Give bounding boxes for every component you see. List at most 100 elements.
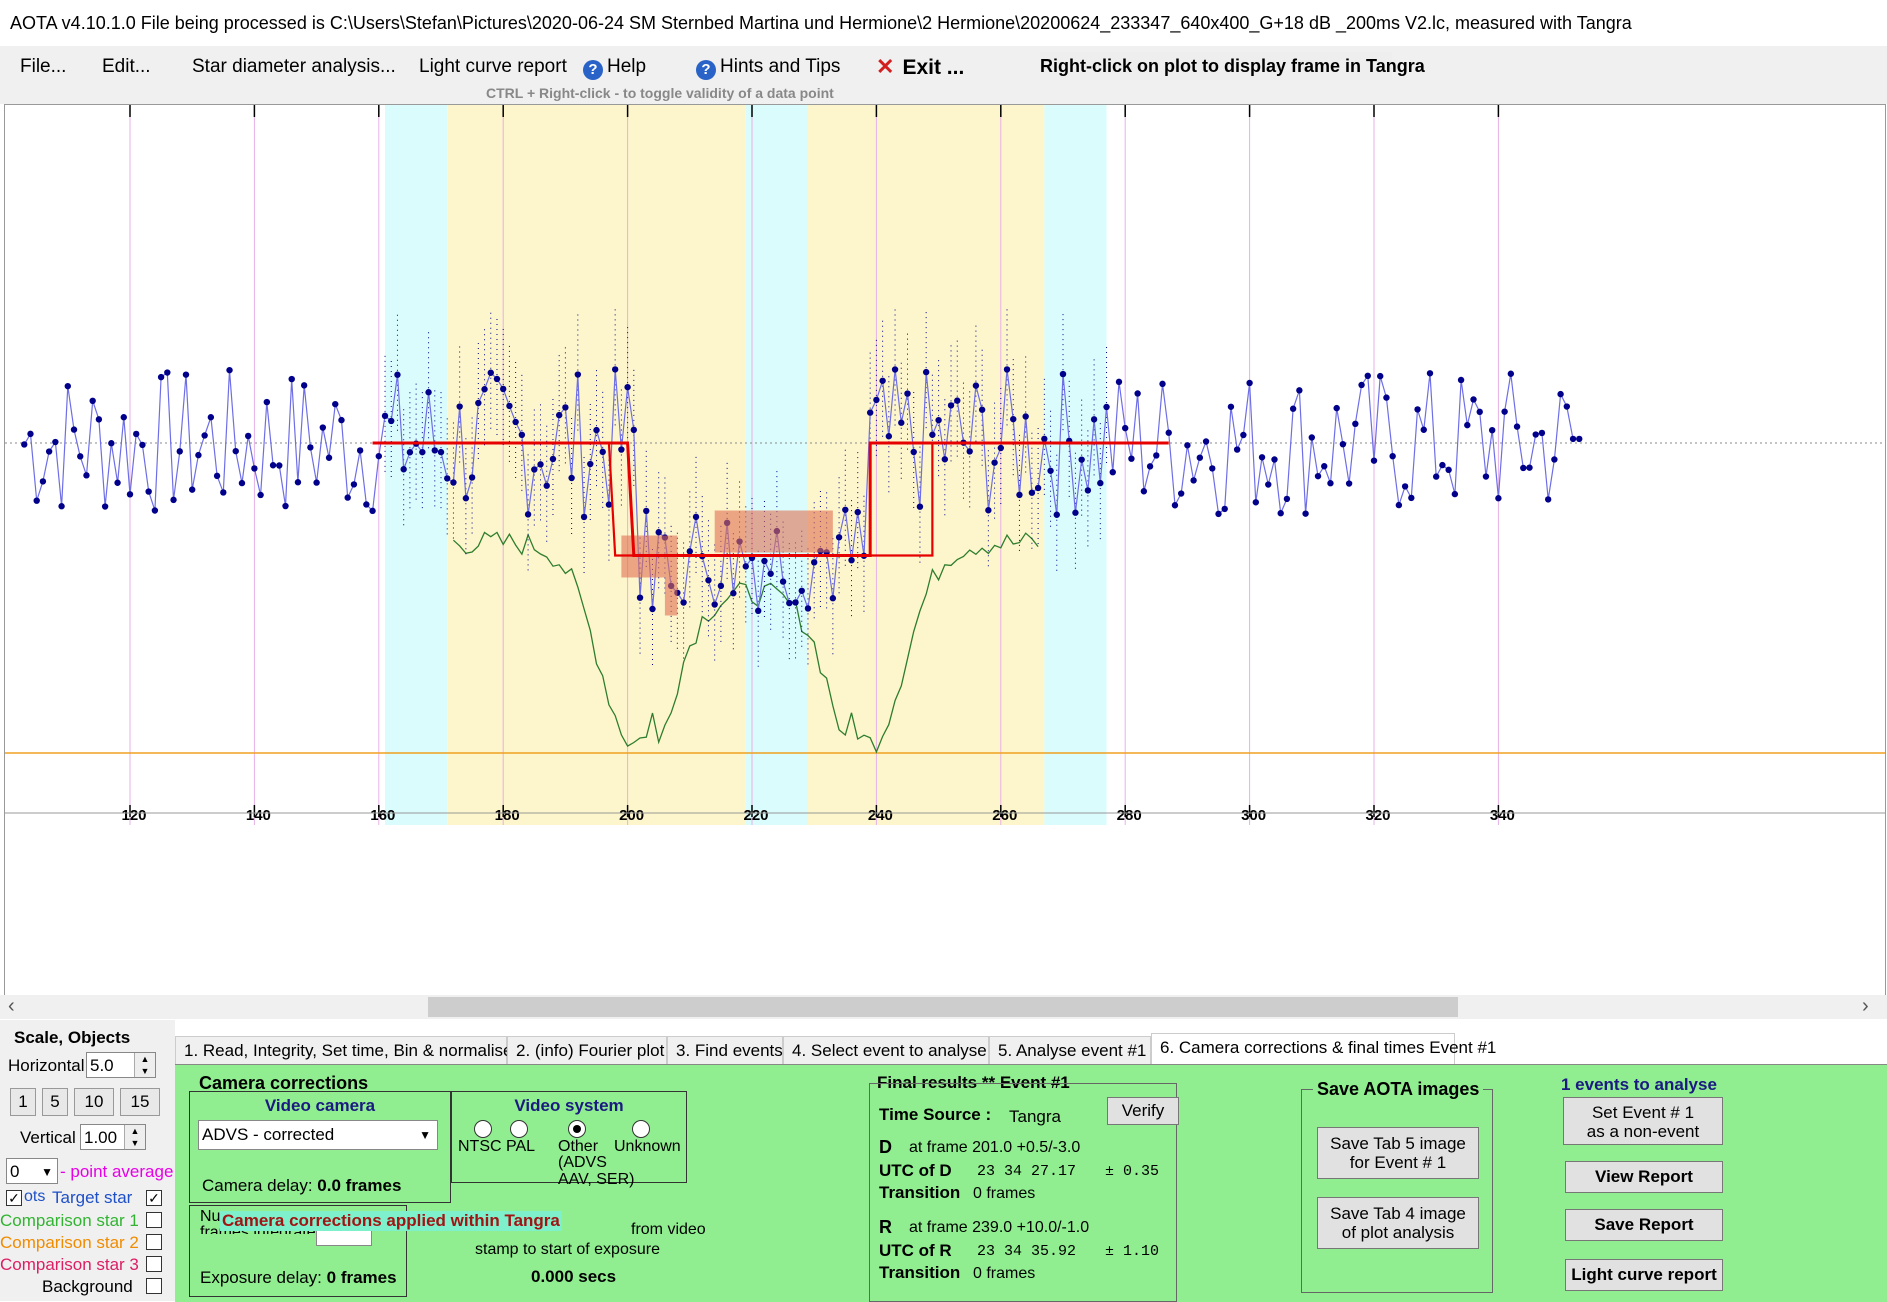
comparison-star-1-checkbox[interactable] <box>146 1212 162 1228</box>
data-point <box>176 448 183 455</box>
menu-star-diameter[interactable]: Star diameter analysis... <box>192 56 396 77</box>
selection-region <box>807 105 1045 825</box>
data-point <box>400 466 407 473</box>
data-point <box>1277 510 1284 517</box>
save-report-button[interactable]: Save Report <box>1565 1209 1723 1241</box>
menu-hints[interactable]: ? Hints and Tips <box>696 56 840 80</box>
r-frame: at frame 239.0 +10.0/-1.0 <box>909 1219 1090 1236</box>
x-tick-label: 160 <box>370 807 395 824</box>
data-point <box>89 397 96 405</box>
comparison-star-2-checkbox[interactable] <box>146 1234 162 1250</box>
data-point <box>313 479 320 486</box>
scroll-right-icon[interactable]: › <box>1862 995 1869 1017</box>
set-non-event-button[interactable]: Set Event # 1 as a non-event <box>1563 1097 1723 1145</box>
data-point <box>58 503 65 510</box>
stepper-arrows-icon[interactable]: ▲ ▼ <box>124 1125 145 1149</box>
menu-help[interactable]: ? Help <box>583 56 646 80</box>
scale-5-button[interactable]: 5 <box>42 1088 68 1116</box>
menu-exit[interactable]: ✕ Exit ... <box>876 54 964 80</box>
data-point <box>1202 438 1210 445</box>
data-point <box>518 431 526 439</box>
light-curve-svg[interactable]: 120 140 160 180 200 220 240 260 280 300 320 340 <box>5 105 1885 995</box>
data-point <box>755 607 762 614</box>
utc-d-error: ± 0.35 <box>1105 1163 1160 1180</box>
x-tick-label: 180 <box>495 807 520 824</box>
stepper-arrows-icon[interactable]: ▲ ▼ <box>134 1053 155 1077</box>
close-icon: ✕ <box>876 54 895 79</box>
data-point <box>512 418 519 426</box>
menu-edit[interactable]: Edit... <box>102 56 151 77</box>
ntsc-radio[interactable] <box>474 1120 492 1138</box>
data-point <box>1221 505 1228 513</box>
data-point <box>1165 429 1172 436</box>
horizontal-scale-stepper[interactable]: 5.0 ▲ ▼ <box>86 1052 156 1078</box>
menu-hints-label: Hints and Tips <box>720 56 841 77</box>
scroll-left-icon[interactable]: ‹ <box>8 995 15 1017</box>
scale-15-button[interactable]: 15 <box>120 1088 160 1116</box>
data-point <box>244 432 252 440</box>
save-tab4-image-button[interactable]: Save Tab 4 image of plot analysis <box>1317 1197 1479 1249</box>
tab-fourier[interactable]: 2. (info) Fourier plot <box>507 1036 667 1064</box>
dots-checkbox[interactable]: ✓ <box>6 1190 22 1206</box>
data-point <box>450 479 457 486</box>
data-point <box>618 446 625 453</box>
data-point <box>854 508 861 516</box>
data-point <box>804 605 812 612</box>
data-point <box>406 449 414 456</box>
tab-analyse-event[interactable]: 5. Analyse event #1 <box>989 1036 1151 1064</box>
data-point <box>1339 440 1347 448</box>
data-point <box>1084 487 1092 494</box>
camera-select[interactable]: ADVS - corrected ▼ <box>198 1120 438 1150</box>
data-point <box>1433 473 1440 480</box>
comparison-star-1-label: Comparison star 1 <box>0 1211 139 1230</box>
other-radio[interactable] <box>568 1120 586 1138</box>
data-point <box>873 396 880 404</box>
data-point <box>587 460 594 468</box>
data-point <box>593 426 600 434</box>
point-average-label: - point average <box>60 1162 174 1181</box>
menu-light-curve-report[interactable]: Light curve report <box>419 56 567 77</box>
unknown-radio[interactable] <box>632 1120 650 1138</box>
save-tab5-image-button[interactable]: Save Tab 5 image for Event # 1 <box>1317 1127 1479 1179</box>
plot-horizontal-scrollbar[interactable]: ‹ › <box>0 995 1887 1019</box>
background-checkbox[interactable] <box>146 1278 162 1294</box>
data-point <box>686 548 693 555</box>
data-point <box>431 447 438 454</box>
point-average-select[interactable]: 0 ▼ <box>6 1158 58 1184</box>
light-curve-report-button[interactable]: Light curve report <box>1565 1259 1723 1291</box>
data-point <box>269 462 277 469</box>
tab-read-integrity[interactable]: 1. Read, Integrity, Set time, Bin & norm… <box>175 1036 513 1064</box>
comparison-star-3-checkbox[interactable] <box>146 1256 162 1272</box>
selection-region <box>1044 105 1107 825</box>
tab-find-events[interactable]: 3. Find events <box>667 1036 783 1064</box>
data-point <box>207 414 215 421</box>
scrollbar-thumb[interactable] <box>428 997 1458 1017</box>
selection-region <box>447 105 746 825</box>
data-point <box>624 383 631 391</box>
x-tick-label: 280 <box>1117 807 1142 824</box>
data-point <box>319 424 327 431</box>
light-curve-plot[interactable]: 120 140 160 180 200 220 240 260 280 300 320 340 <box>4 104 1886 996</box>
menu-file[interactable]: File... <box>20 56 67 77</box>
d-frame: at frame 201.0 +0.5/-3.0 <box>909 1139 1081 1156</box>
vertical-scale-stepper[interactable]: 1.00 ▲ ▼ <box>80 1124 146 1150</box>
scale-1-button[interactable]: 1 <box>10 1088 36 1116</box>
data-point <box>761 557 768 565</box>
pal-radio[interactable] <box>510 1120 528 1138</box>
tab-select-event[interactable]: 4. Select event to analyse <box>783 1036 989 1064</box>
scale-10-button[interactable]: 10 <box>74 1088 114 1116</box>
data-point <box>1109 468 1116 476</box>
data-point <box>45 448 53 455</box>
data-point <box>1420 426 1427 433</box>
data-point <box>910 448 917 456</box>
data-point <box>1289 405 1297 412</box>
data-point <box>649 605 656 613</box>
verify-button[interactable]: Verify <box>1107 1097 1179 1125</box>
data-point <box>1233 446 1241 453</box>
camera-corrections-panel: Camera corrections Video camera ADVS - c… <box>175 1064 1887 1302</box>
target-star-checkbox[interactable]: ✓ <box>146 1190 162 1206</box>
data-point <box>1171 502 1179 509</box>
view-report-button[interactable]: View Report <box>1565 1161 1723 1193</box>
tab-camera-corrections[interactable]: 6. Camera corrections & final times Even… <box>1151 1033 1496 1066</box>
utc-d-value: 23 34 27.17 <box>977 1163 1077 1180</box>
